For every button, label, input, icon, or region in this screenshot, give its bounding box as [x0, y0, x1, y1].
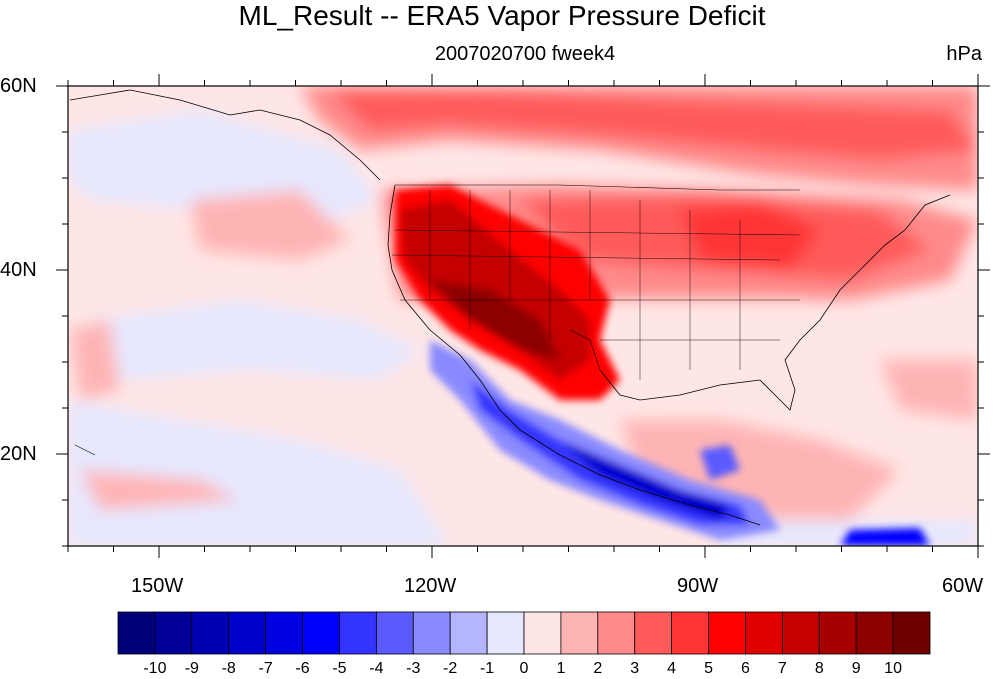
colorbar-swatch [892, 611, 931, 655]
colorbar-label: -5 [332, 660, 347, 677]
colorbar-swatch [523, 611, 562, 655]
colorbar-label: 5 [704, 660, 713, 677]
lon-label: 60W [942, 575, 984, 597]
units-label: hPa [946, 43, 982, 65]
colorbar-label: 6 [741, 660, 750, 677]
colorbar-swatch [634, 611, 673, 655]
colorbar-label: 1 [556, 660, 566, 677]
colorbar-label: -8 [221, 660, 236, 677]
colorbar [117, 611, 931, 655]
colorbar-label: -4 [369, 660, 384, 677]
plot-subtitle: 2007020700 fweek4 [434, 43, 616, 65]
vpd-field [68, 86, 978, 546]
colorbar-swatch [818, 611, 857, 655]
colorbar-swatch [191, 611, 230, 655]
colorbar-label: 0 [519, 660, 529, 677]
colorbar-label: -9 [184, 660, 199, 677]
colorbar-swatch [375, 611, 414, 655]
lon-label: 90W [677, 575, 719, 597]
colorbar-swatch [117, 611, 156, 655]
colorbar-swatch [781, 611, 820, 655]
colorbar-swatch [228, 611, 267, 655]
colorbar-swatch [486, 611, 525, 655]
colorbar-swatch [449, 611, 488, 655]
colorbar-label: 4 [667, 660, 677, 677]
colorbar-swatch [708, 611, 746, 655]
colorbar-label: -1 [479, 660, 495, 677]
colorbar-label: -7 [258, 660, 273, 677]
colorbar-label: 2 [593, 660, 603, 677]
colorbar-swatch [302, 611, 340, 655]
axis-ticks [56, 74, 990, 558]
lon-label: 120W [404, 575, 457, 597]
state-borders [391, 190, 801, 380]
lon-label: 150W [131, 575, 184, 597]
colorbar-swatch [855, 611, 894, 655]
lat-label: 60N [0, 75, 37, 97]
colorbar-label: -2 [443, 660, 458, 677]
colorbar-swatch [597, 611, 636, 655]
colorbar-label: -3 [406, 660, 421, 677]
colorbar-label: 3 [630, 660, 640, 677]
colorbar-swatch [265, 611, 303, 655]
colorbar-swatch [412, 611, 451, 655]
lat-label: 40N [0, 259, 37, 281]
colorbar-swatch [154, 611, 193, 655]
colorbar-label: 7 [777, 660, 787, 677]
colorbar-label: 8 [814, 660, 824, 677]
colorbar-swatch [745, 611, 783, 655]
colorbar-label: 9 [851, 660, 861, 677]
coastlines [69, 89, 951, 526]
colorbar-label: 10 [884, 660, 902, 677]
plot-title: ML_Result -- ERA5 Vapor Pressure Deficit [238, 0, 766, 31]
colorbar-swatch [339, 611, 377, 655]
colorbar-swatch [560, 611, 599, 655]
colorbar-swatch [671, 611, 709, 655]
colorbar-label: -6 [295, 660, 310, 677]
colorbar-label: -10 [143, 660, 167, 677]
lat-label: 20N [0, 443, 37, 465]
